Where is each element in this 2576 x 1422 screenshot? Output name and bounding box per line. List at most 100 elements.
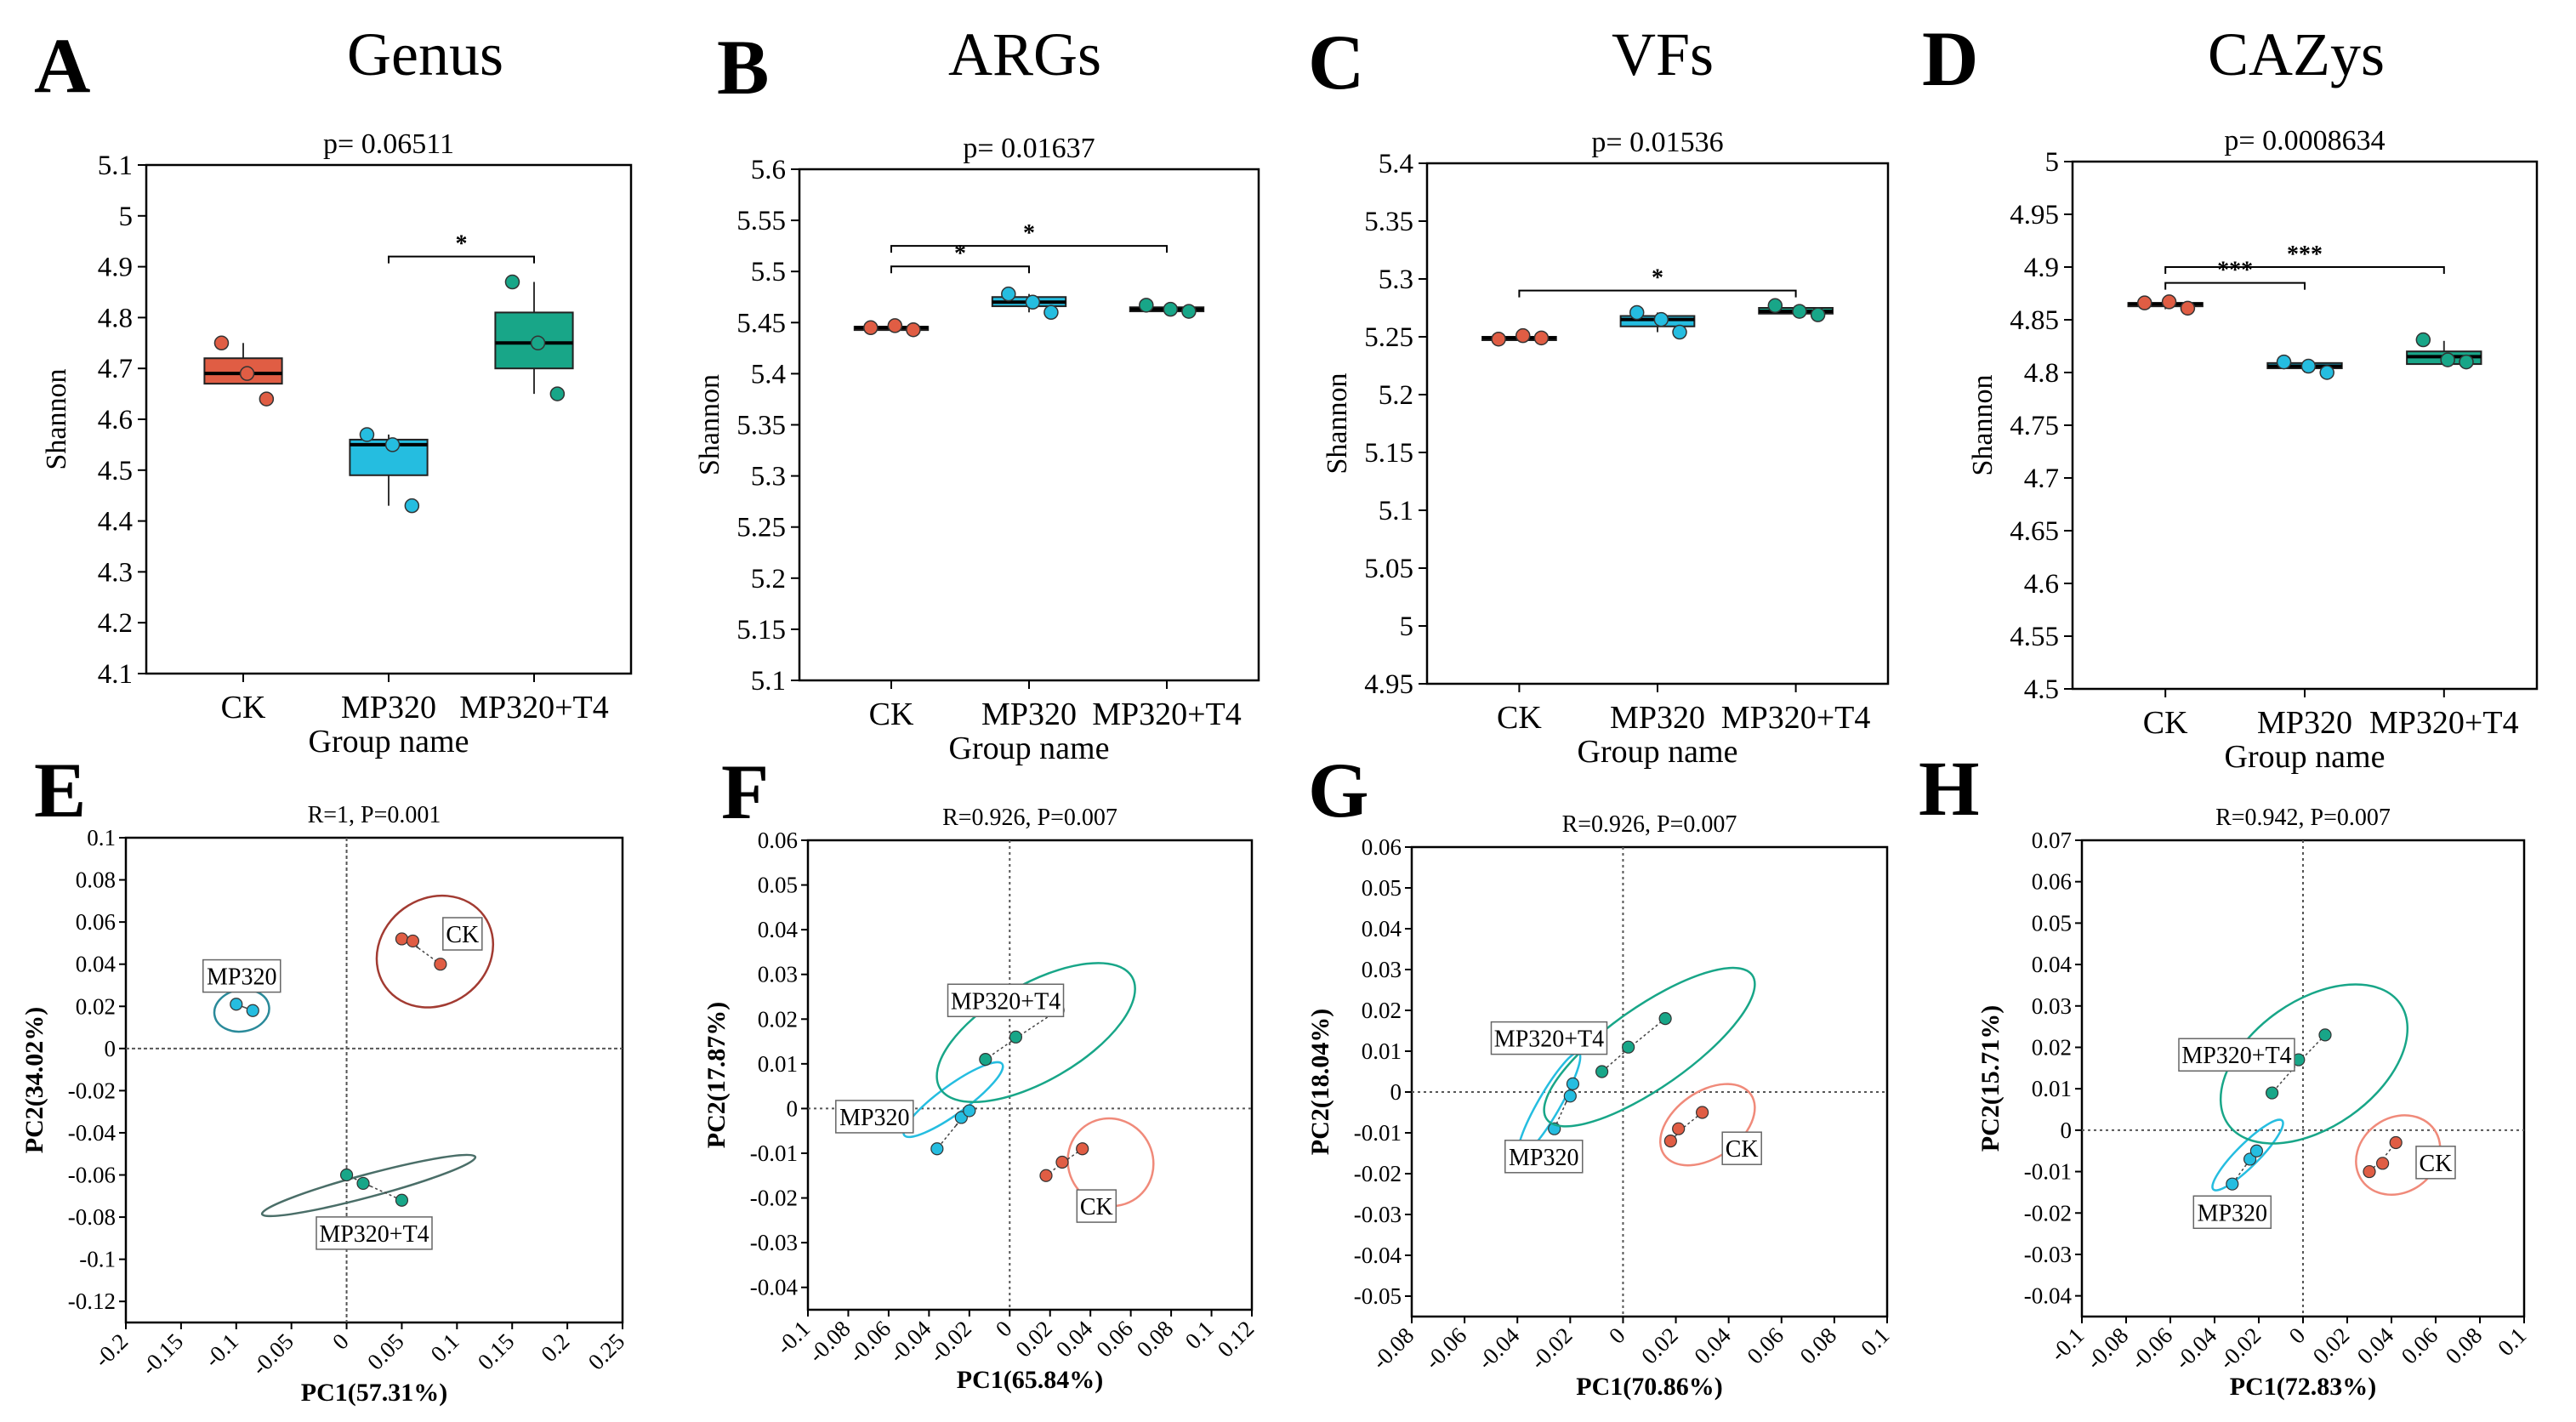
y-tick-label: -0.12: [68, 1288, 116, 1314]
significance-label: ***: [2287, 242, 2323, 268]
significance-label: ***: [2217, 258, 2253, 284]
y-tick-label: 4.5: [98, 456, 133, 486]
x-tick-label: 0.02: [1010, 1316, 1057, 1362]
y-tick-label: 0.04: [2032, 952, 2073, 977]
y-tick-label: 5.05: [1364, 554, 1413, 584]
x-tick-label: -0.02: [1526, 1322, 1578, 1374]
plot-frame: [1425, 162, 1890, 685]
confidence-ellipse-CK: [375, 894, 495, 1009]
x-tick-label: 0.1: [1856, 1322, 1894, 1361]
sample-point: [395, 932, 409, 946]
sample-point: [1039, 1169, 1053, 1182]
significance-label: *: [1652, 265, 1663, 292]
x-tick-label: MP320: [341, 690, 436, 725]
y-tick-label: 0.06: [758, 828, 798, 853]
y-tick-label: 0.08: [76, 867, 116, 893]
x-tick-label: 0.08: [1132, 1316, 1179, 1362]
sample-point: [2266, 1086, 2279, 1100]
x-tick-label: CK: [1497, 700, 1542, 736]
y-tick-label: -0.04: [68, 1120, 117, 1146]
y-tick-label: 4.7: [98, 354, 133, 384]
y-tick-label: 4.9: [98, 253, 133, 283]
data-point: [1001, 286, 1016, 302]
boxplot-panel-A: A Genus p= 0.06511 4.1 4.2 4.3 4.4 4.5 4.6 4.7 4.8…: [34, 20, 633, 759]
y-tick-label: 0.1: [87, 825, 116, 850]
x-tick-label: 0.1: [1180, 1316, 1219, 1354]
x-tick-label: -0.08: [1367, 1322, 1419, 1374]
centroid-link: [1063, 1148, 1083, 1163]
y-tick-label: 0: [2061, 1118, 2073, 1143]
data-point: [1163, 301, 1179, 317]
y-tick-label: 4.9: [2024, 253, 2059, 283]
significance-bracket: [890, 265, 1030, 274]
data-point: [1629, 304, 1645, 321]
pcoa-panel-F: F R=0.926, P=0.007-0.04-0.03-0.02-0.0100.…: [702, 748, 1259, 1394]
centroid-link: [2232, 1164, 2247, 1185]
y-tick-label: 0.04: [76, 952, 117, 977]
panel-letter: C: [1308, 19, 1364, 105]
panel-letter: G: [1308, 747, 1369, 833]
sample-point: [1658, 1011, 1672, 1026]
y-tick-label: 0.06: [76, 909, 116, 935]
group-label: CK: [2420, 1151, 2453, 1177]
panel-stat-label: R=1, P=0.001: [308, 802, 441, 828]
data-point: [1533, 330, 1550, 346]
group-label: CK: [1080, 1194, 1113, 1220]
y-tick-label: -0.02: [750, 1186, 798, 1211]
group-label-box: [2415, 1146, 2456, 1180]
y-tick-label: 0.02: [76, 993, 116, 1019]
y-tick-label: 0.07: [2032, 828, 2072, 853]
data-point: [259, 391, 275, 407]
x-tick-label: -0.02: [924, 1316, 976, 1368]
y-axis-label: PC2(18.04%): [1306, 1009, 1334, 1155]
x-tick-label: 0: [2283, 1322, 2310, 1349]
pvalue-label: p= 0.01536: [1591, 127, 1723, 158]
y-tick-label: -0.08: [68, 1204, 116, 1230]
y-tick-label: 0.05: [758, 873, 798, 898]
panel-title: Genus: [347, 20, 503, 88]
x-tick-label: 0.25: [583, 1328, 630, 1375]
x-tick-label: MP320: [1610, 700, 1705, 736]
pvalue-label: p= 0.01637: [963, 133, 1095, 164]
x-axis-label: PC1(65.84%): [957, 1366, 1103, 1394]
y-axis-label: Shannon: [41, 369, 72, 470]
y-axis-label: Shannon: [1967, 375, 1999, 476]
group-label: MP320+T4: [1494, 1027, 1604, 1053]
plot-frame: [806, 839, 1254, 1311]
x-tick-label: 0.02: [1636, 1322, 1683, 1369]
y-tick-label: 0: [787, 1095, 799, 1121]
y-tick-label: 0.02: [2032, 1034, 2072, 1060]
significance-bracket: [1518, 289, 1797, 298]
significance-bracket: [2164, 282, 2306, 290]
x-tick-label: -0.04: [1472, 1322, 1524, 1374]
sample-point: [979, 1052, 992, 1066]
x-axis-label: Group name: [2225, 739, 2386, 775]
data-point: [1025, 294, 1041, 310]
data-point: [549, 386, 566, 401]
y-tick-label: 5.4: [751, 359, 786, 390]
group-label-box: [1721, 1131, 1762, 1165]
sample-point: [339, 1168, 354, 1182]
data-point: [213, 335, 230, 351]
sample-point: [1055, 1155, 1069, 1169]
sample-point: [434, 958, 447, 971]
sample-point: [2376, 1157, 2390, 1170]
y-tick-label: 4.2: [98, 608, 133, 639]
data-point: [1491, 331, 1506, 347]
group-label-box: [2192, 1195, 2272, 1230]
x-tick-label: MP320: [2257, 705, 2352, 741]
x-tick-label: 0.2: [536, 1328, 574, 1367]
data-point: [359, 427, 375, 442]
group-label-box: [442, 917, 483, 951]
plot-frame: [1410, 845, 1889, 1318]
y-tick-label: -0.05: [1354, 1283, 1402, 1309]
sample-point: [963, 1104, 976, 1118]
group-label: MP320: [207, 964, 276, 991]
group-label: MP320+T4: [951, 988, 1061, 1015]
y-tick-label: 4.95: [1364, 669, 1413, 700]
group-label-box: [2178, 1038, 2295, 1072]
data-point: [384, 437, 401, 452]
y-tick-label: 0.05: [1362, 875, 1402, 901]
y-tick-label: 4.7: [2024, 464, 2059, 494]
